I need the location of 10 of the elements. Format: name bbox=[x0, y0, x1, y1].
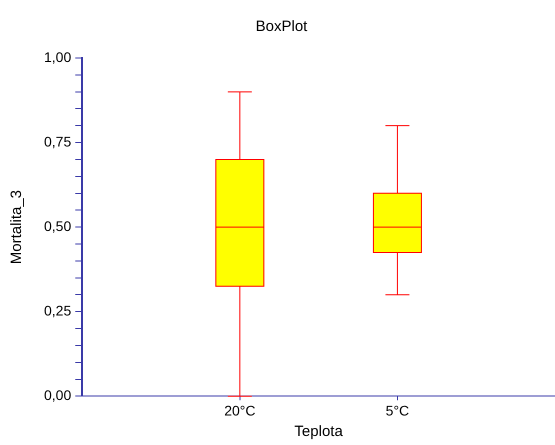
y-axis-title: Mortalita_3 bbox=[8, 190, 26, 264]
y-tick-label: 0,50 bbox=[44, 218, 72, 234]
x-axis-title: Teplota bbox=[294, 423, 344, 440]
y-tick-label: 0,25 bbox=[44, 302, 72, 319]
y-tick-label: 1,00 bbox=[44, 48, 72, 65]
y-tick-label: 0,00 bbox=[44, 387, 72, 404]
x-tick-label: 5°C bbox=[386, 402, 410, 418]
x-tick-label: 20°C bbox=[224, 402, 256, 418]
y-tick-label: 0,75 bbox=[44, 133, 72, 150]
chart-title: BoxPlot bbox=[256, 18, 308, 36]
